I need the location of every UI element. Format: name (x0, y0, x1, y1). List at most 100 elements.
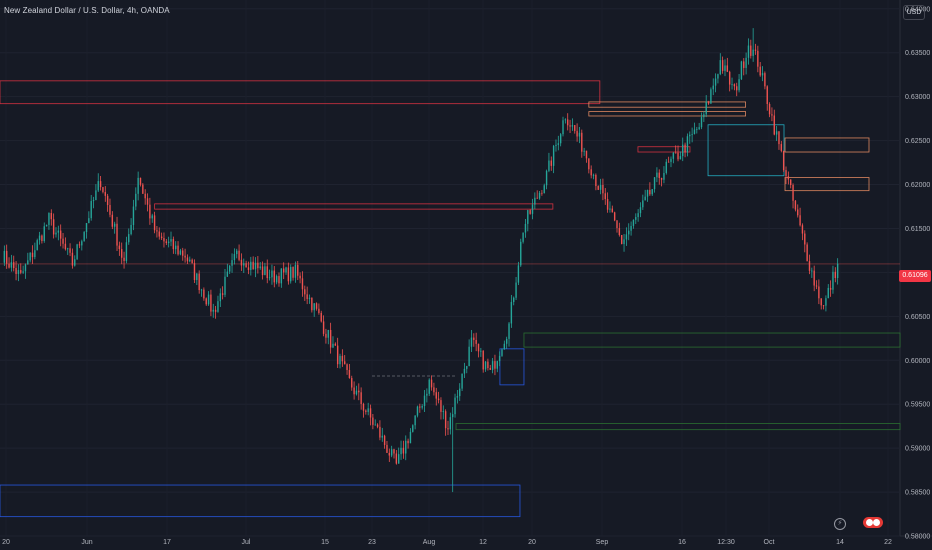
candle-body (808, 261, 811, 271)
candle-body (494, 361, 496, 369)
candle-body (822, 305, 825, 307)
candle-body (367, 408, 369, 412)
candle-body (409, 431, 412, 444)
candle-body (836, 263, 839, 279)
candle-body (451, 414, 454, 418)
candle-body (498, 355, 501, 362)
zone-rect (784, 137, 870, 153)
candle-body (38, 235, 41, 241)
time-tick-label: 22 (884, 539, 892, 546)
candle-body (170, 239, 172, 242)
time-tick-label: 23 (368, 539, 376, 546)
candle-body (393, 449, 395, 454)
candle-body (200, 289, 203, 291)
candle-body (383, 435, 386, 445)
candle-body (799, 215, 801, 226)
candle-body (182, 250, 184, 256)
candle-body (226, 271, 229, 277)
lightning-icon[interactable]: ⚡ (834, 518, 846, 530)
candle-body (435, 392, 437, 399)
candle-body (282, 268, 285, 273)
candle-body (88, 218, 90, 224)
candle-body (437, 398, 440, 401)
time-tick-label: 12 (479, 539, 487, 546)
candle-body (759, 66, 761, 76)
candle-body (604, 193, 606, 200)
candle-body (221, 293, 224, 295)
candle-body (146, 198, 149, 205)
candle-body (496, 361, 498, 369)
candle-body (214, 309, 217, 312)
candle-body (128, 234, 130, 243)
candle-body (151, 215, 153, 219)
candle-body (714, 78, 717, 86)
candle-body (667, 161, 670, 163)
candle-body (198, 273, 200, 291)
candle-body (815, 285, 818, 287)
candle-body (691, 134, 693, 135)
candle-body (700, 117, 703, 128)
candle-body (362, 403, 365, 411)
candle-body (259, 266, 261, 269)
zone-rect (588, 101, 746, 108)
candle-body (571, 125, 574, 127)
last-price-value: 0.61096 (902, 272, 928, 279)
candle-body (116, 223, 118, 246)
candle-body (271, 270, 273, 278)
candle-body (592, 174, 595, 176)
candle-body (745, 57, 747, 68)
candle-body (449, 417, 452, 430)
candle-body (123, 257, 125, 262)
candle-body (595, 174, 597, 187)
candle-body (336, 345, 339, 365)
candle-body (550, 160, 552, 166)
candle-body (489, 368, 491, 370)
candle-body (97, 181, 99, 191)
candle-body (806, 244, 808, 262)
candle-body (473, 337, 475, 340)
candle-body (794, 200, 797, 210)
currency-selector[interactable]: USD (903, 5, 925, 20)
candle-body (555, 144, 557, 146)
candle-body (212, 309, 214, 312)
candle-body (501, 349, 503, 356)
candle-body (386, 444, 388, 453)
candle-body (644, 196, 646, 201)
zone-rect (523, 332, 901, 348)
candle-body (433, 387, 435, 393)
candle-body (726, 65, 729, 72)
candle-body (813, 270, 815, 286)
candle-body (717, 74, 719, 79)
candle-body (315, 303, 318, 309)
candle-body (15, 268, 17, 274)
candle-body (320, 312, 322, 322)
candle-body (412, 425, 414, 432)
candle-body (630, 225, 632, 231)
chart-grid (0, 0, 932, 537)
candle-body (804, 233, 806, 245)
candle-body (135, 193, 137, 207)
candle-body (379, 426, 381, 438)
candle-body (801, 225, 804, 234)
candle-body (832, 271, 834, 290)
candle-body (651, 189, 653, 195)
candle-body (318, 308, 320, 313)
zone-rect (0, 80, 601, 105)
candle-body (503, 343, 506, 350)
candle-body (74, 259, 76, 266)
tradingview-logo-icon[interactable] (863, 517, 883, 528)
candle-body (569, 125, 571, 127)
candle-body (81, 241, 83, 246)
candle-body (8, 263, 10, 268)
candle-body (728, 71, 731, 85)
candle-body (130, 224, 132, 235)
candle-body (454, 397, 456, 415)
candle-body (99, 181, 102, 188)
candle-body (442, 411, 445, 413)
zone-rect (499, 348, 525, 386)
candle-body (780, 144, 783, 151)
candle-body (834, 271, 837, 279)
candle-body (625, 234, 628, 240)
